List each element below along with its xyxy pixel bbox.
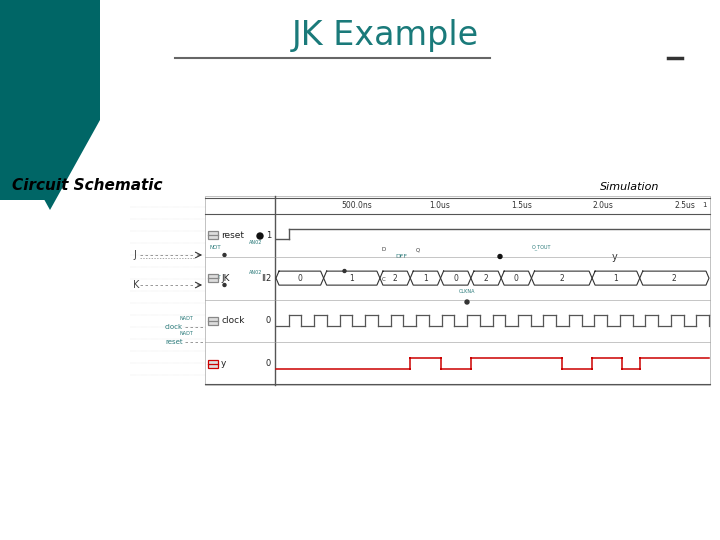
Circle shape bbox=[257, 233, 263, 239]
Text: NADT: NADT bbox=[180, 316, 194, 321]
Circle shape bbox=[223, 253, 226, 256]
Text: 2: 2 bbox=[559, 274, 564, 282]
Text: Q: Q bbox=[416, 247, 420, 252]
Text: 2: 2 bbox=[392, 274, 397, 282]
Text: J: J bbox=[133, 250, 136, 260]
Text: 2.5us: 2.5us bbox=[675, 200, 696, 210]
Text: JK: JK bbox=[221, 274, 230, 282]
Circle shape bbox=[223, 284, 226, 287]
Text: 0: 0 bbox=[514, 274, 518, 282]
Polygon shape bbox=[0, 0, 100, 200]
Text: reset: reset bbox=[165, 339, 183, 345]
Polygon shape bbox=[315, 262, 343, 280]
Text: Circuit Schematic: Circuit Schematic bbox=[12, 178, 163, 193]
Text: 1.0us: 1.0us bbox=[428, 200, 449, 210]
Bar bbox=[205, 196, 710, 385]
Text: K: K bbox=[133, 280, 140, 290]
Text: 1: 1 bbox=[423, 274, 428, 282]
Circle shape bbox=[465, 300, 469, 304]
Text: 2: 2 bbox=[672, 274, 677, 282]
Text: C: C bbox=[382, 277, 386, 282]
Text: y: y bbox=[612, 252, 618, 261]
Text: D: D bbox=[382, 247, 386, 252]
Text: JK Example: JK Example bbox=[292, 18, 479, 51]
Text: y: y bbox=[221, 359, 226, 368]
Text: NOT: NOT bbox=[210, 275, 222, 280]
Text: II2: II2 bbox=[261, 274, 271, 282]
Circle shape bbox=[343, 269, 346, 273]
Bar bbox=[208, 274, 218, 282]
Text: 1: 1 bbox=[349, 274, 354, 282]
Text: 2: 2 bbox=[484, 274, 488, 282]
Text: 1: 1 bbox=[613, 274, 618, 282]
Polygon shape bbox=[530, 252, 542, 261]
Polygon shape bbox=[0, 120, 100, 210]
Bar bbox=[450, 286, 485, 300]
Bar bbox=[208, 317, 218, 325]
Text: Simulation: Simulation bbox=[600, 182, 660, 192]
Text: 0: 0 bbox=[266, 316, 271, 326]
Text: DFF: DFF bbox=[395, 254, 407, 259]
Text: AN02: AN02 bbox=[249, 270, 262, 275]
Text: NOT: NOT bbox=[210, 245, 222, 250]
Bar bbox=[208, 360, 218, 368]
Polygon shape bbox=[230, 323, 242, 331]
Text: 0: 0 bbox=[454, 274, 458, 282]
Text: O_TOUT: O_TOUT bbox=[532, 245, 552, 250]
Text: NADT: NADT bbox=[180, 331, 194, 336]
Text: 1: 1 bbox=[266, 231, 271, 240]
Text: 2.0us: 2.0us bbox=[593, 200, 613, 210]
Text: clock: clock bbox=[221, 316, 244, 326]
Polygon shape bbox=[210, 279, 223, 291]
Circle shape bbox=[498, 254, 502, 259]
Bar bbox=[208, 231, 218, 239]
Text: 500.0ns: 500.0ns bbox=[342, 200, 372, 210]
Text: CLKNA: CLKNA bbox=[459, 289, 475, 294]
Polygon shape bbox=[210, 249, 223, 261]
Text: 1.5us: 1.5us bbox=[510, 200, 531, 210]
Text: 0: 0 bbox=[266, 359, 271, 368]
Text: AN02: AN02 bbox=[249, 240, 262, 245]
Polygon shape bbox=[230, 338, 242, 346]
Text: 1: 1 bbox=[703, 202, 707, 208]
Text: 0: 0 bbox=[297, 274, 302, 282]
Bar bbox=[380, 247, 422, 285]
Text: reset: reset bbox=[221, 231, 244, 240]
Text: clock: clock bbox=[165, 324, 183, 330]
